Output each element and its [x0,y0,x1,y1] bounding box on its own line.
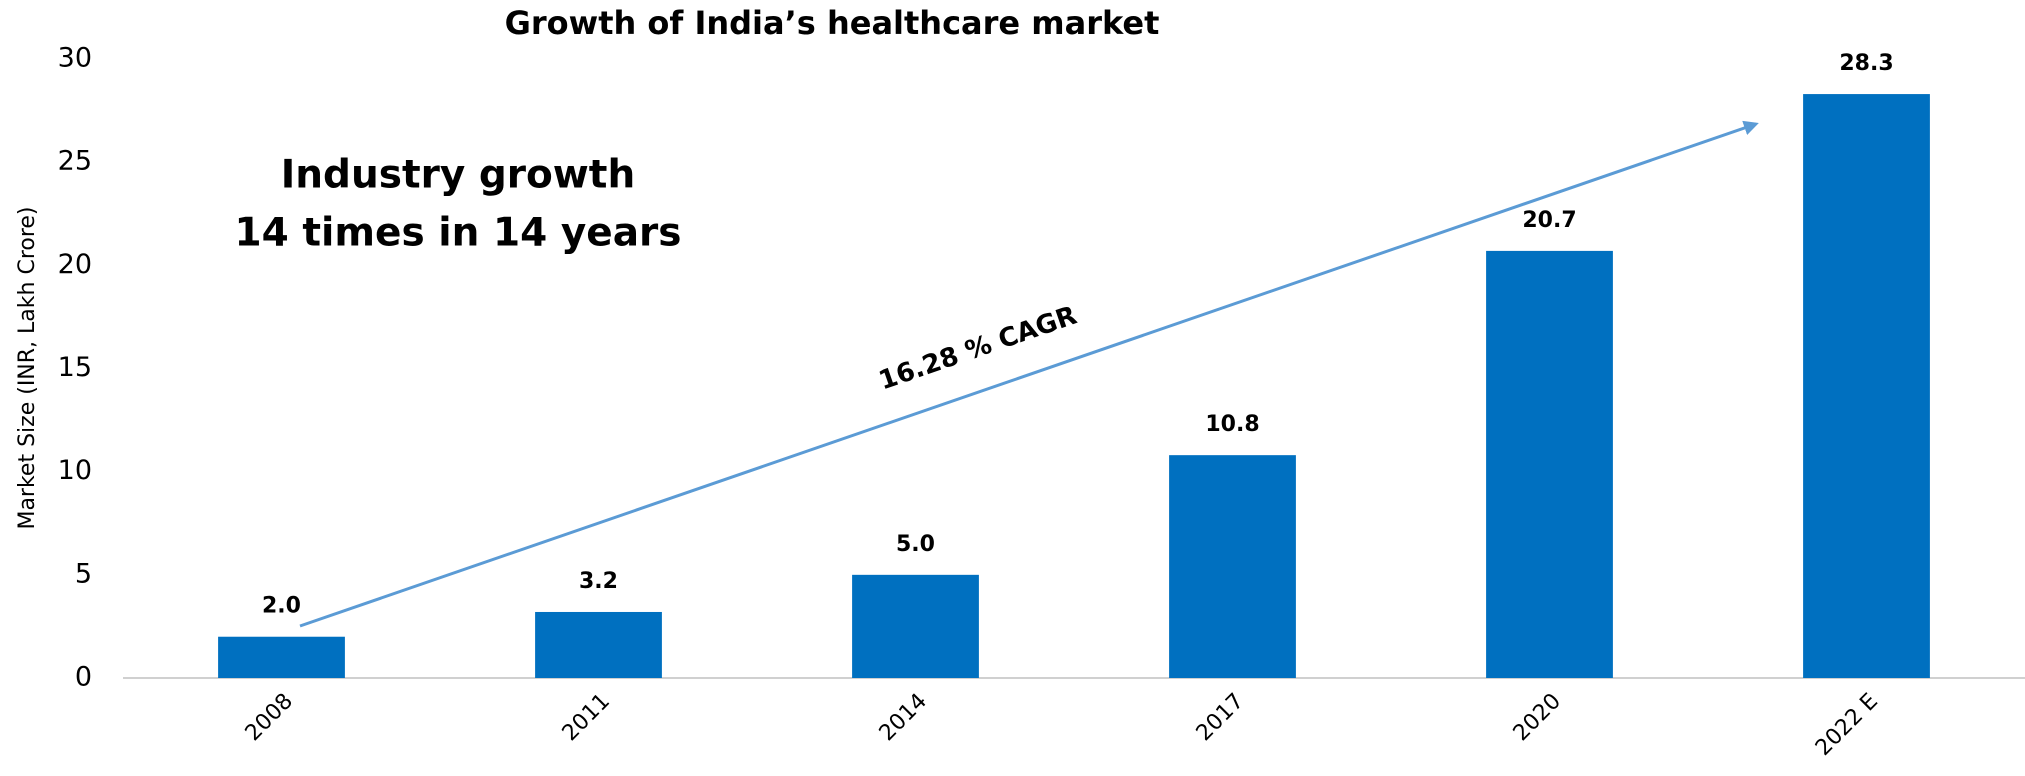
data-label: 20.7 [1522,208,1576,233]
data-label: 28.3 [1839,51,1893,76]
bar [852,574,979,678]
bar [1803,94,1930,679]
chart-title: Growth of India’s healthcare market [505,4,1160,42]
data-label: 5.0 [896,532,935,557]
x-tick-label: 2022 E [1811,689,1883,761]
annotation: 16.28 % CAGR [875,301,1080,397]
x-tick-label: 2011 [558,689,615,746]
bar [218,636,345,678]
y-tick-label: 20 [58,249,92,280]
annotation: 14 times in 14 years [235,211,682,256]
y-tick-label: 10 [58,455,92,486]
data-label: 3.2 [579,569,618,594]
x-tick-label: 2020 [1509,689,1566,746]
trend-arrow [299,120,1759,628]
x-tick-label: 2014 [875,689,932,746]
bar [1486,250,1613,678]
y-axis-label: Market Size (INR, Lakh Crore) [15,206,40,529]
y-tick-label: 0 [75,662,92,693]
x-tick-label: 2017 [1192,689,1249,746]
annotation: Industry growth [281,153,635,198]
data-label: 10.8 [1205,412,1259,437]
bar [1169,455,1296,678]
x-tick-label: 2008 [241,689,298,746]
y-tick-label: 30 [58,43,92,74]
y-tick-label: 25 [58,146,92,177]
data-label: 2.0 [262,594,301,619]
y-tick-label: 5 [75,558,92,589]
y-tick-label: 15 [58,352,92,383]
bar [535,611,662,678]
